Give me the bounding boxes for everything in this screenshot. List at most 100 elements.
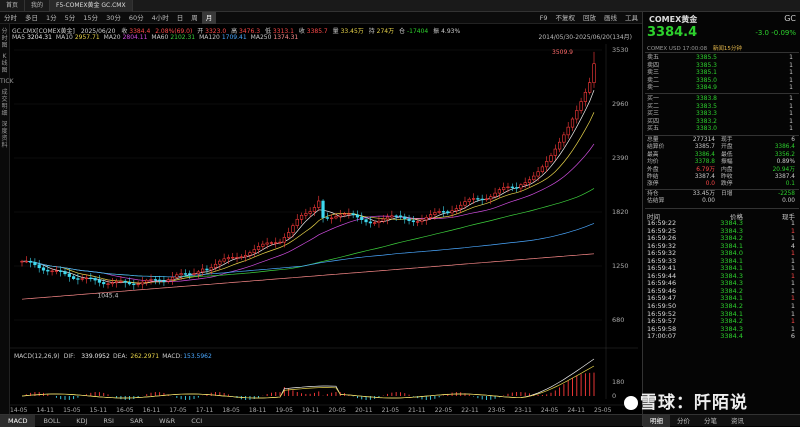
indicator-tab[interactable]: CCI: [191, 416, 203, 425]
stat-value: 277314: [692, 137, 715, 143]
indicator-tab[interactable]: MACD: [0, 414, 36, 427]
divider: [645, 208, 799, 209]
tab-mine[interactable]: 我的: [25, 0, 51, 12]
candle-body: [304, 213, 308, 216]
candle-body: [218, 260, 222, 265]
candle-body: [248, 252, 252, 256]
macd-header-text: 262.2971: [130, 353, 159, 360]
tick-row: 16:59:57 3384.2 1: [647, 318, 797, 326]
x-axis-label: 14-11: [37, 407, 55, 413]
candle-body: [325, 217, 329, 219]
candle-body: [192, 273, 196, 275]
candle-body: [437, 211, 441, 213]
tick-volume: 1: [790, 309, 795, 318]
current-caption: 收: [298, 28, 305, 35]
detail-tab[interactable]: 明细: [643, 414, 670, 427]
indicator-tab[interactable]: RSI: [103, 416, 114, 425]
x-axis-label: 18-11: [249, 407, 267, 413]
candle-body: [347, 213, 351, 215]
sidebar-mode-item[interactable]: 分时图: [1, 28, 8, 49]
sidebar-mode-item[interactable]: TICK: [0, 78, 14, 85]
candle-body: [519, 184, 523, 189]
candle-body: [459, 204, 463, 209]
candle-body: [532, 175, 536, 181]
x-axis-label: 24-05: [541, 407, 559, 413]
sidebar-mode-item[interactable]: 深度资料: [1, 121, 8, 149]
candle-body: [377, 220, 381, 224]
order-book-row: 卖二 3385.0 1: [647, 77, 797, 85]
level-volume: 1: [789, 110, 793, 118]
sidebar-mode-item[interactable]: K线图: [1, 53, 8, 74]
stat-label: 外盘: [647, 166, 659, 173]
candle-body: [29, 260, 33, 263]
candle-body: [201, 268, 205, 273]
macd-header-text: DEA:: [113, 353, 127, 360]
macd-y-label: 180: [612, 378, 624, 386]
candle-body: [24, 260, 28, 263]
ma-line: [21, 188, 595, 278]
stat-row: 总量 277314 现手 6: [647, 137, 797, 144]
toolbar-tool-button[interactable]: 画线: [604, 13, 617, 22]
level-volume: 1: [789, 69, 793, 77]
period-button[interactable]: 分时: [4, 13, 17, 22]
level-volume: 1: [789, 117, 793, 125]
stat-label: 昨结: [647, 173, 659, 180]
period-button[interactable]: 周: [191, 13, 198, 22]
indicator-tab[interactable]: SAR: [129, 416, 144, 425]
macd-y-label: 0: [612, 392, 616, 400]
period-button[interactable]: 日: [176, 13, 184, 22]
stat-value: 6.79万: [696, 166, 715, 173]
ma-value: 3204.31: [27, 34, 52, 41]
stat-label: 估结算: [647, 198, 665, 205]
kline-chart-area[interactable]: GC.CMX[COMEX黄金] 2025/06/20 收 3384.4 2.08…: [10, 24, 638, 413]
level-volume: 1: [789, 54, 793, 61]
detail-tab[interactable]: 资讯: [731, 416, 744, 425]
period-button[interactable]: 月: [201, 11, 217, 24]
tab-gc-cmx[interactable]: F5-COMEX黄金 GC.CMX: [50, 0, 133, 12]
ma-label: MA10: [55, 34, 73, 41]
x-axis-label: 16-11: [143, 407, 161, 413]
indicator-tab[interactable]: BOLL: [43, 416, 61, 425]
tab-home[interactable]: 首页: [0, 0, 26, 12]
period-button[interactable]: 60分: [128, 13, 144, 22]
period-button[interactable]: 30分: [106, 13, 121, 22]
stat-value: 3387.4: [694, 173, 715, 180]
news-button[interactable]: 新闻15分钟: [712, 46, 742, 52]
order-book-row: 买四 3383.2 1: [647, 118, 797, 126]
period-button[interactable]: 4小时: [151, 13, 169, 22]
y-axis-label: 2960: [612, 100, 629, 108]
sidebar-mode-item[interactable]: 成交明细: [1, 89, 8, 117]
candlestick-chart: 3530 2960 2390 1820 1250 680 3509.9 1045.4 MACD(…: [10, 44, 638, 413]
ma-value: 1374.31: [273, 34, 299, 41]
candle-body: [403, 216, 407, 220]
stat-label: 均价: [647, 159, 659, 166]
toolbar-tool-button[interactable]: F9: [539, 13, 548, 22]
period-button[interactable]: 多日: [25, 13, 38, 22]
toolbar-tool-button[interactable]: 工具: [625, 13, 638, 22]
candle-body: [592, 63, 596, 83]
toolbar-tool-button[interactable]: 不复权: [555, 13, 576, 22]
candle-body: [76, 278, 80, 280]
indicator-tab[interactable]: KDJ: [76, 416, 88, 425]
candle-body: [342, 213, 347, 216]
detail-tab[interactable]: 分价: [677, 416, 690, 425]
tick-list[interactable]: 时间 价格 现手 16:59:22 3384.3 1 16:59:25 3384.3 1 16:5…: [647, 211, 797, 341]
tick-price: 3384.2: [720, 317, 743, 326]
tick-header-volume: 现手: [782, 213, 795, 221]
order-book-row: 卖四 3385.3 1: [647, 62, 797, 70]
candle-body: [583, 91, 587, 102]
tick-volume: 1: [790, 264, 795, 273]
change-value: -3.0: [755, 29, 769, 37]
candle-body: [205, 268, 209, 271]
detail-tab[interactable]: 分笔: [704, 416, 717, 425]
period-button[interactable]: 1分: [46, 13, 57, 22]
period-button[interactable]: 15分: [83, 13, 99, 22]
candle-body: [59, 270, 63, 272]
indicator-tab[interactable]: W&R: [159, 416, 176, 425]
order-book-row: 买二 3383.5 1: [647, 103, 797, 111]
tick-time: 16:59:52: [647, 309, 677, 318]
ma-line: [21, 143, 595, 282]
toolbar-tool-button[interactable]: 回放: [583, 13, 596, 22]
candle-body: [562, 134, 566, 143]
period-button[interactable]: 5分: [64, 13, 76, 22]
